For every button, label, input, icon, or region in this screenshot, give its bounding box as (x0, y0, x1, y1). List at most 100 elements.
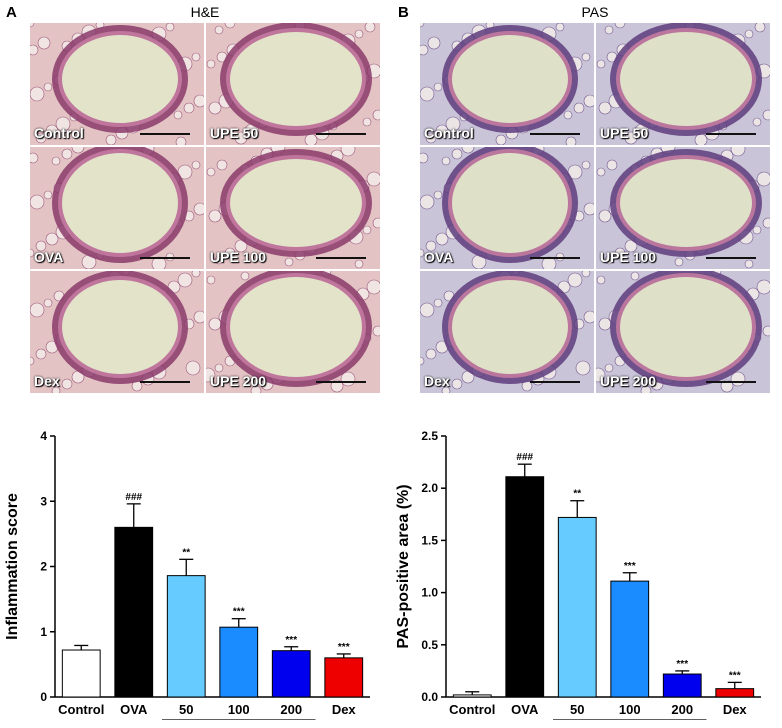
airway-micrograph-image (596, 23, 770, 145)
tile-label: Dex (34, 373, 60, 389)
y-tick-label: 1 (40, 625, 47, 639)
panel-b-micrograph-grid: Control UPE 50 OVA UPE 100 Dex UPE 200 (420, 23, 770, 393)
airway-micrograph-image (206, 23, 380, 145)
airway-micrograph-image (420, 147, 594, 269)
panel-a-micrograph-grid: Control UPE 50 OVA UPE 100 Dex UPE 200 (30, 23, 380, 393)
bar (610, 580, 650, 698)
panel-b-micrograph-tile: Dex (420, 271, 594, 393)
x-category-label: Dex (332, 702, 357, 717)
scale-bar (140, 257, 190, 259)
tile-label: UPE 100 (210, 249, 267, 265)
y-tick-label: 2 (40, 560, 47, 574)
bar (662, 673, 702, 698)
panel-b-micrograph-tile: Control (420, 23, 594, 145)
panel-a-micrograph-tile: Dex (30, 271, 204, 393)
y-tick-label: 4 (40, 429, 47, 443)
pas-positive-area-chart: 0.0 0.5 1.0 1.5 2.0 2.5 PAS-positive area (%) C… (395, 429, 761, 720)
x-category-label: Control (58, 702, 104, 717)
x-category-label: 50 (570, 702, 584, 717)
scale-bar (706, 381, 756, 383)
tile-label: Control (424, 125, 474, 141)
significance-annotation: ** (573, 489, 581, 500)
panel-a-micrograph-tile: UPE 100 (206, 147, 380, 269)
x-category-label: 50 (179, 702, 193, 717)
panel-b-micrograph-tile: UPE 50 (596, 23, 770, 145)
inflammation-score-chart: 0 1 2 3 4 Inflammation score Control ### OVA ** 50… (4, 429, 370, 720)
scale-bar (140, 133, 190, 135)
panel-b-letter: B (398, 4, 409, 21)
bar (114, 526, 154, 698)
tile-label: UPE 50 (600, 125, 649, 141)
x-category-label: OVA (511, 702, 539, 717)
x-category-label: 100 (619, 702, 641, 717)
y-tick-label: 2.0 (421, 481, 438, 495)
panel-b-title: PAS (581, 4, 609, 20)
tile-label: OVA (424, 249, 454, 265)
significance-annotation: ### (125, 492, 142, 503)
significance-annotation: *** (338, 642, 350, 653)
airway-micrograph-image (30, 23, 204, 145)
panel-a-micrograph-tile: UPE 50 (206, 23, 380, 145)
y-axis-label: PAS-positive area (%) (395, 484, 412, 648)
airway-micrograph-image (30, 271, 204, 393)
scale-bar (706, 257, 756, 259)
tile-label: UPE 200 (210, 373, 267, 389)
y-tick-label: 0.0 (421, 690, 438, 704)
airway-micrograph-image (30, 147, 204, 269)
scale-bar (530, 381, 580, 383)
bar (324, 657, 364, 698)
panel-a-micrograph-tile: UPE 200 (206, 271, 380, 393)
panel-a-letter: A (6, 4, 17, 21)
significance-annotation: ### (516, 452, 533, 463)
significance-annotation: *** (729, 670, 741, 681)
airway-micrograph-image (206, 147, 380, 269)
scale-bar (316, 381, 366, 383)
scale-bar (530, 133, 580, 135)
significance-annotation: *** (624, 561, 636, 572)
x-category-label: 100 (228, 702, 250, 717)
panel-a-micrograph-tile: Control (30, 23, 204, 145)
tile-label: Dex (424, 373, 450, 389)
airway-micrograph-image (596, 271, 770, 393)
tile-label: UPE 200 (600, 373, 657, 389)
bar (61, 649, 101, 698)
bar (452, 694, 492, 698)
significance-annotation: *** (285, 635, 297, 646)
airway-micrograph-image (420, 23, 594, 145)
y-tick-label: 3 (40, 494, 47, 508)
tile-label: UPE 100 (600, 249, 657, 265)
scale-bar (140, 381, 190, 383)
scale-bar (706, 133, 756, 135)
significance-annotation: *** (676, 659, 688, 670)
scale-bar (316, 133, 366, 135)
x-category-label: OVA (120, 702, 148, 717)
scale-bar (316, 257, 366, 259)
panel-a-title: H&E (190, 4, 220, 20)
bar (557, 516, 597, 698)
tile-label: UPE 50 (210, 125, 259, 141)
tile-label: OVA (34, 249, 64, 265)
bar (271, 650, 311, 698)
y-tick-label: 1.0 (421, 586, 438, 600)
y-tick-label: 1.5 (421, 533, 438, 547)
scale-bar (530, 257, 580, 259)
panel-b-micrograph-tile: OVA (420, 147, 594, 269)
airway-micrograph-image (206, 271, 380, 393)
x-category-label: 200 (280, 702, 302, 717)
bar (505, 476, 545, 698)
panel-b-micrograph-tile: UPE 100 (596, 147, 770, 269)
airway-micrograph-image (596, 147, 770, 269)
x-category-label: Control (449, 702, 495, 717)
x-category-label: 200 (671, 702, 693, 717)
y-tick-label: 0.5 (421, 638, 438, 652)
y-tick-label: 2.5 (421, 429, 438, 443)
bar (715, 688, 755, 698)
y-axis-label: Inflammation score (4, 493, 21, 640)
bar (219, 626, 259, 698)
significance-annotation: *** (233, 607, 245, 618)
panel-a-micrograph-tile: OVA (30, 147, 204, 269)
significance-annotation: ** (182, 547, 190, 558)
y-tick-label: 0 (40, 690, 47, 704)
tile-label: Control (34, 125, 84, 141)
airway-micrograph-image (420, 271, 594, 393)
